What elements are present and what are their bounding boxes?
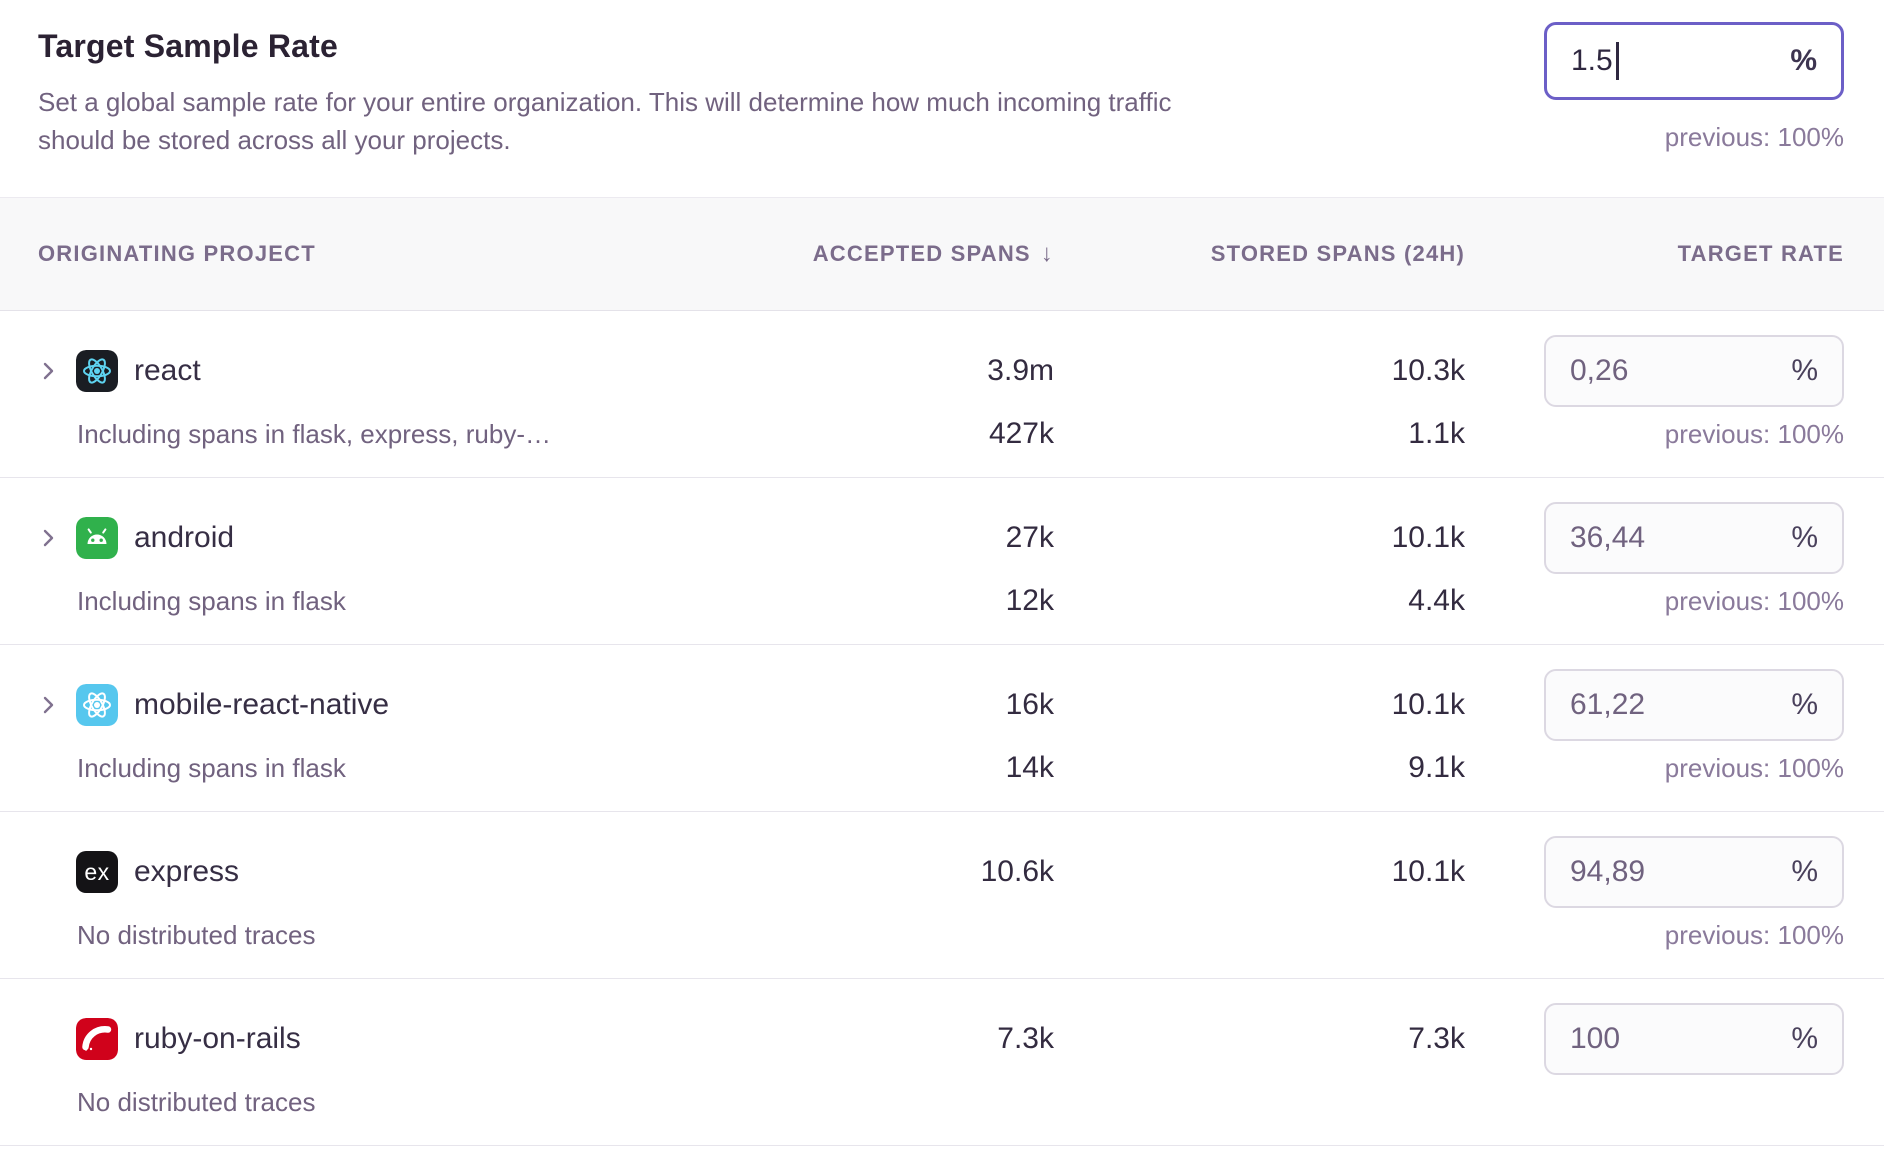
previous-rate-label: previous: 100% xyxy=(1664,122,1844,152)
previous-rate-label: previous: 100% xyxy=(1664,752,1844,783)
accepted-spans-value: 10.6k xyxy=(980,855,1054,888)
stored-spans-value: 10.1k xyxy=(1391,521,1465,554)
row-subtitle: Including spans in flask, express, ruby-… xyxy=(77,418,551,449)
sort-descending-icon: ↓ xyxy=(1040,240,1054,267)
sub-accepted-value: 12k xyxy=(1005,584,1054,617)
row-subtitle: No distributed traces xyxy=(77,919,316,950)
global-sample-rate-input[interactable]: 1.5 % xyxy=(1544,22,1844,100)
stored-spans-value: 10.1k xyxy=(1391,688,1465,721)
target-sample-rate-section: Target Sample Rate Set a global sample r… xyxy=(0,0,1884,197)
project-cell: android xyxy=(38,517,714,559)
expand-chevron-icon[interactable] xyxy=(38,527,60,549)
accepted-spans-value: 27k xyxy=(1005,521,1054,554)
row-subtitle: No distributed traces xyxy=(77,1086,316,1117)
previous-rate-label: previous: 100% xyxy=(1664,585,1844,616)
accepted-spans-value: 7.3k xyxy=(997,1022,1054,1055)
sub-stored-value: 9.1k xyxy=(1408,751,1465,784)
project-name[interactable]: android xyxy=(134,521,235,554)
column-header-target-rate: TARGET RATE xyxy=(1677,241,1844,266)
chevron-spacer xyxy=(38,1028,60,1050)
global-sample-rate-value: 1.5 xyxy=(1571,44,1613,77)
android-platform-icon xyxy=(76,517,118,559)
project-row-android: android 27k 10.1k 36,44 % Including span… xyxy=(0,478,1884,645)
project-rate-input[interactable]: 61,22 % xyxy=(1544,669,1844,741)
project-cell: mobile-react-native xyxy=(38,684,714,726)
percent-suffix: % xyxy=(1791,855,1818,888)
column-header-originating-project[interactable]: ORIGINATING PROJECT xyxy=(38,241,316,266)
project-rate-value: 0,26 xyxy=(1570,354,1629,387)
column-header-label: ACCEPTED SPANS xyxy=(812,241,1031,266)
project-name[interactable]: ruby-on-rails xyxy=(134,1022,301,1055)
global-rate-control: 1.5 % previous: 100% xyxy=(1544,22,1844,153)
project-rate-input[interactable]: 94,89 % xyxy=(1544,836,1844,908)
project-name[interactable]: express xyxy=(134,855,240,888)
project-rate-input[interactable]: 0,26 % xyxy=(1544,335,1844,407)
stored-spans-value: 10.1k xyxy=(1391,855,1465,888)
project-row-ruby-on-rails: ruby-on-rails 7.3k 7.3k 100 % No distrib… xyxy=(0,979,1884,1146)
previous-rate-label: previous: 100% xyxy=(1664,919,1844,950)
express-icon-text: ex xyxy=(84,858,110,885)
project-cell: react xyxy=(38,350,714,392)
stored-spans-value: 10.3k xyxy=(1391,354,1465,387)
accepted-spans-value: 3.9m xyxy=(987,354,1054,387)
percent-suffix: % xyxy=(1791,688,1818,721)
page-title: Target Sample Rate xyxy=(38,28,338,64)
project-rate-value: 61,22 xyxy=(1570,688,1646,721)
description-line: should be stored across all your project… xyxy=(38,125,511,155)
project-rate-value: 94,89 xyxy=(1570,855,1646,888)
row-subtitle: Including spans in flask xyxy=(77,585,346,616)
text-cursor xyxy=(1615,42,1619,80)
chevron-spacer xyxy=(38,861,60,883)
sub-accepted-value: 427k xyxy=(988,417,1054,450)
express-platform-icon: ex xyxy=(76,851,118,893)
project-row-mobile-react-native: mobile-react-native 16k 10.1k 61,22 % In… xyxy=(0,645,1884,812)
percent-suffix: % xyxy=(1791,521,1818,554)
project-rate-input[interactable]: 36,44 % xyxy=(1544,502,1844,574)
percent-suffix: % xyxy=(1791,354,1818,387)
react-platform-icon xyxy=(76,350,118,392)
project-rate-value: 100 xyxy=(1570,1022,1621,1055)
row-subtitle: Including spans in flask xyxy=(77,752,346,783)
description-line: Set a global sample rate for your entire… xyxy=(38,87,1172,117)
project-rate-value: 36,44 xyxy=(1570,521,1646,554)
previous-rate-label: previous: 100% xyxy=(1664,418,1844,449)
expand-chevron-icon[interactable] xyxy=(38,360,60,382)
percent-suffix: % xyxy=(1790,44,1817,77)
project-row-react: react 3.9m 10.3k 0,26 % Including spans … xyxy=(0,311,1884,478)
project-rate-input[interactable]: 100 % xyxy=(1544,1003,1844,1075)
project-cell: ruby-on-rails xyxy=(38,1018,714,1060)
project-row-express: ex express 10.6k 10.1k 94,89 % No distri… xyxy=(0,812,1884,979)
stored-spans-value: 7.3k xyxy=(1408,1022,1465,1055)
rails-platform-icon xyxy=(76,1018,118,1060)
sub-stored-value: 4.4k xyxy=(1408,584,1465,617)
project-cell: ex express xyxy=(38,851,714,893)
project-name[interactable]: mobile-react-native xyxy=(134,688,390,721)
percent-suffix: % xyxy=(1791,1022,1818,1055)
sub-accepted-value: 14k xyxy=(1005,751,1054,784)
column-header-stored-spans[interactable]: STORED SPANS (24H) xyxy=(1210,241,1465,266)
column-header-accepted-spans[interactable]: ACCEPTED SPANS ↓ xyxy=(813,240,1054,268)
accepted-spans-value: 16k xyxy=(1005,688,1054,721)
section-description: Set a global sample rate for your entire… xyxy=(38,83,1844,159)
react-native-platform-icon xyxy=(76,684,118,726)
table-header: ORIGINATING PROJECT ACCEPTED SPANS ↓ STOR… xyxy=(0,197,1884,311)
project-name[interactable]: react xyxy=(134,354,201,387)
expand-chevron-icon[interactable] xyxy=(38,694,60,716)
sub-stored-value: 1.1k xyxy=(1408,417,1465,450)
